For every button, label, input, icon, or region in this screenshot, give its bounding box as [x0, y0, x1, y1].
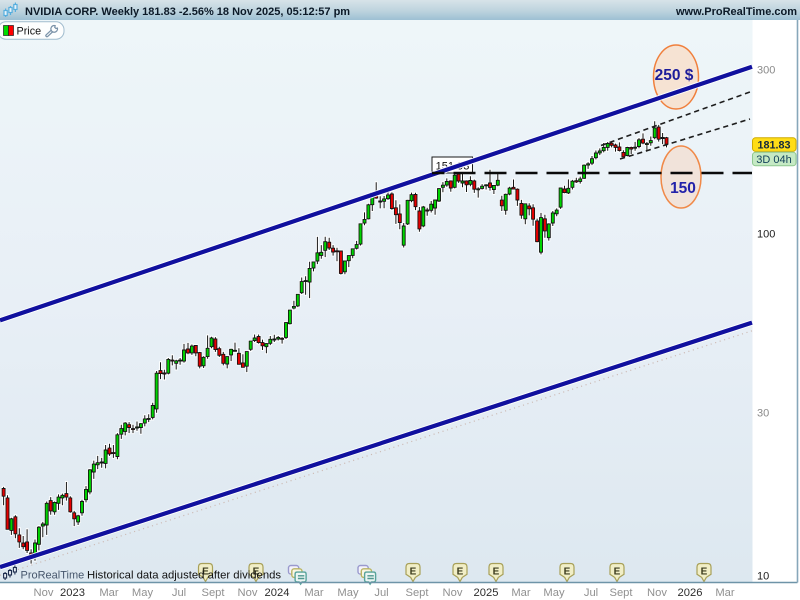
svg-text:Sept: Sept [405, 587, 429, 599]
svg-text:10: 10 [757, 571, 769, 583]
svg-text:Historical data adjusted after: Historical data adjusted after dividends [87, 569, 281, 581]
svg-text:Nov: Nov [238, 587, 258, 599]
svg-text:Jul: Jul [374, 587, 388, 599]
svg-text:E: E [493, 567, 500, 578]
svg-text:2024: 2024 [265, 587, 290, 599]
svg-text:Sept: Sept [609, 587, 633, 599]
svg-text:2025: 2025 [474, 587, 499, 599]
svg-text:30: 30 [757, 408, 769, 420]
svg-text:Nov: Nov [34, 587, 54, 599]
svg-text:May: May [132, 587, 154, 599]
svg-text:Jul: Jul [172, 587, 186, 599]
svg-text:Mar: Mar [715, 587, 735, 599]
svg-text:181.83: 181.83 [757, 140, 790, 152]
svg-text:Jul: Jul [584, 587, 598, 599]
svg-text:E: E [457, 567, 464, 578]
svg-text:Nov: Nov [443, 587, 463, 599]
svg-text:Price: Price [17, 25, 42, 37]
svg-text:Sept: Sept [201, 587, 225, 599]
svg-text:www.ProRealTime.com: www.ProRealTime.com [675, 6, 797, 18]
svg-text:250 $: 250 $ [655, 67, 694, 84]
svg-text:NVIDIA CORP. Weekly 181.83 -2.: NVIDIA CORP. Weekly 181.83 -2.56% 18 Nov… [25, 6, 350, 18]
svg-text:150: 150 [670, 180, 696, 197]
svg-text:Mar: Mar [304, 587, 324, 599]
svg-text:May: May [337, 587, 359, 599]
svg-text:Mar: Mar [99, 587, 119, 599]
svg-text:3D 04h: 3D 04h [756, 154, 791, 166]
svg-text:Nov: Nov [647, 587, 667, 599]
svg-text:ProRealTime: ProRealTime [21, 569, 85, 581]
svg-text:E: E [564, 567, 571, 578]
svg-text:May: May [543, 587, 565, 599]
svg-text:Mar: Mar [511, 587, 531, 599]
svg-text:E: E [253, 567, 260, 578]
svg-text:E: E [614, 567, 621, 578]
svg-text:E: E [701, 567, 708, 578]
svg-text:E: E [202, 567, 209, 578]
svg-text:300: 300 [757, 65, 775, 77]
svg-text:E: E [410, 567, 417, 578]
svg-text:2026: 2026 [678, 587, 703, 599]
svg-text:2023: 2023 [60, 587, 85, 599]
svg-text:100: 100 [757, 229, 775, 241]
